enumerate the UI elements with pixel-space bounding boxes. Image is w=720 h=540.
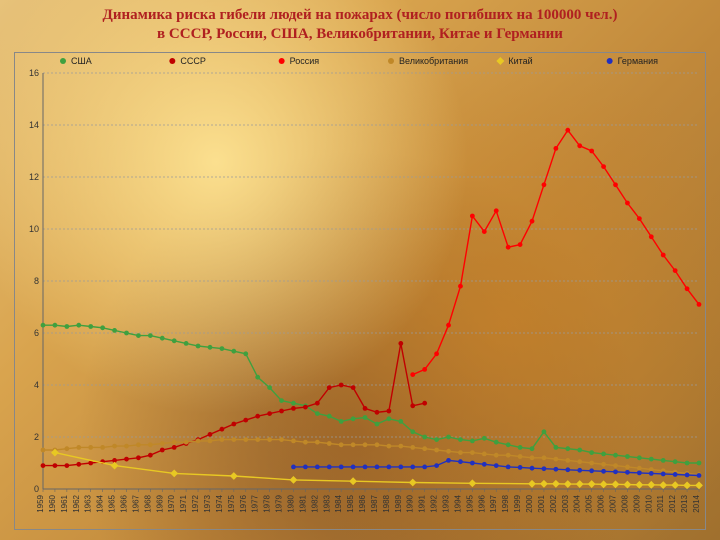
svg-text:1967: 1967 [131,494,140,512]
svg-text:1984: 1984 [334,494,343,512]
svg-text:2013: 2013 [680,494,689,512]
svg-text:1999: 1999 [513,494,522,512]
svg-text:2014: 2014 [692,494,701,512]
svg-text:10: 10 [29,224,39,234]
svg-text:1975: 1975 [227,494,236,512]
svg-text:1962: 1962 [72,494,81,512]
svg-text:12: 12 [29,172,39,182]
svg-text:2004: 2004 [573,494,582,512]
svg-text:1961: 1961 [60,494,69,512]
svg-text:1965: 1965 [108,494,117,512]
svg-text:16: 16 [29,68,39,78]
svg-text:Великобритания: Великобритания [399,56,468,66]
title-line-2: в СССР, России, США, Великобритании, Кит… [0,25,720,44]
svg-text:1969: 1969 [155,494,164,512]
svg-text:6: 6 [34,328,39,338]
svg-text:СССР: СССР [180,56,206,66]
svg-text:1992: 1992 [430,494,439,512]
svg-text:Германия: Германия [618,56,658,66]
svg-text:1980: 1980 [286,494,295,512]
svg-text:14: 14 [29,120,39,130]
svg-text:1964: 1964 [96,494,105,512]
svg-text:1993: 1993 [442,494,451,512]
svg-text:2007: 2007 [609,494,618,512]
svg-text:1981: 1981 [298,494,307,512]
svg-text:2006: 2006 [597,494,606,512]
svg-text:1988: 1988 [382,494,391,512]
chart-svg: 0246810121416195919601961196219631964196… [15,53,705,529]
title-line-1: Динамика риска гибели людей на пожарах (… [0,6,720,25]
svg-text:1976: 1976 [239,494,248,512]
svg-text:1972: 1972 [191,494,200,512]
svg-text:2009: 2009 [632,494,641,512]
svg-text:1971: 1971 [179,494,188,512]
chart-plot-area: 0246810121416195919601961196219631964196… [14,52,706,530]
svg-text:1973: 1973 [203,494,212,512]
svg-text:1997: 1997 [489,494,498,512]
svg-text:4: 4 [34,380,39,390]
svg-text:2005: 2005 [585,494,594,512]
svg-text:0: 0 [34,484,39,494]
svg-text:2: 2 [34,432,39,442]
svg-text:Китай: Китай [508,56,532,66]
svg-text:1996: 1996 [477,494,486,512]
svg-text:2012: 2012 [668,494,677,512]
svg-text:2001: 2001 [537,494,546,512]
svg-text:1983: 1983 [322,494,331,512]
svg-text:1995: 1995 [465,494,474,512]
svg-text:2010: 2010 [644,494,653,512]
svg-text:1974: 1974 [215,494,224,512]
svg-text:2002: 2002 [549,494,558,512]
chart-title: Динамика риска гибели людей на пожарах (… [0,6,720,44]
svg-text:1968: 1968 [143,494,152,512]
svg-text:8: 8 [34,276,39,286]
svg-text:1986: 1986 [358,494,367,512]
svg-text:1982: 1982 [310,494,319,512]
svg-text:1963: 1963 [84,494,93,512]
svg-text:1966: 1966 [119,494,128,512]
svg-text:1970: 1970 [167,494,176,512]
svg-text:Россия: Россия [290,56,320,66]
background: Динамика риска гибели людей на пожарах (… [0,0,720,540]
svg-text:1985: 1985 [346,494,355,512]
svg-text:1979: 1979 [275,494,284,512]
svg-text:1989: 1989 [394,494,403,512]
svg-text:2003: 2003 [561,494,570,512]
svg-text:2011: 2011 [656,494,665,512]
svg-text:1991: 1991 [418,494,427,512]
svg-text:1998: 1998 [501,494,510,512]
svg-text:1960: 1960 [48,494,57,512]
svg-text:1990: 1990 [406,494,415,512]
svg-text:1987: 1987 [370,494,379,512]
svg-text:1978: 1978 [263,494,272,512]
svg-text:2008: 2008 [620,494,629,512]
svg-text:1977: 1977 [251,494,260,512]
svg-text:1959: 1959 [36,494,45,512]
svg-text:2000: 2000 [525,494,534,512]
svg-text:США: США [71,56,92,66]
svg-text:1994: 1994 [453,494,462,512]
